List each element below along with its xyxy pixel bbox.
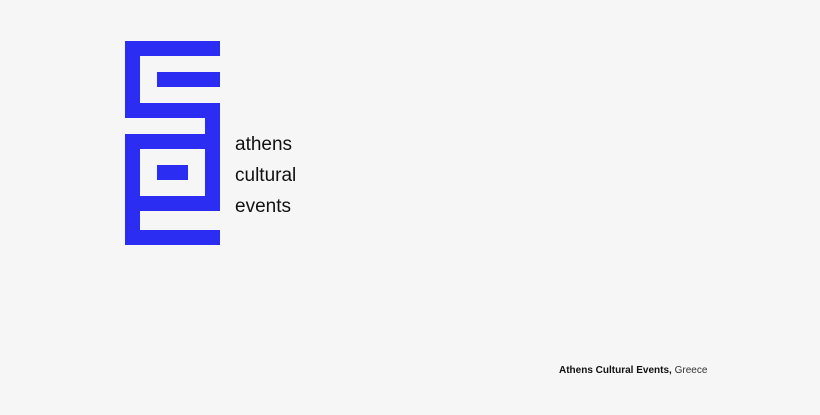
- logo-word: athens: [235, 134, 292, 155]
- caption-name: Athens Cultural Events,: [559, 365, 672, 376]
- logo-word: events: [235, 196, 291, 217]
- logo-word: cultural: [235, 165, 296, 186]
- caption: Athens Cultural Events, Greece: [559, 365, 708, 376]
- caption-place: Greece: [675, 365, 708, 376]
- logo-mark: [125, 41, 220, 245]
